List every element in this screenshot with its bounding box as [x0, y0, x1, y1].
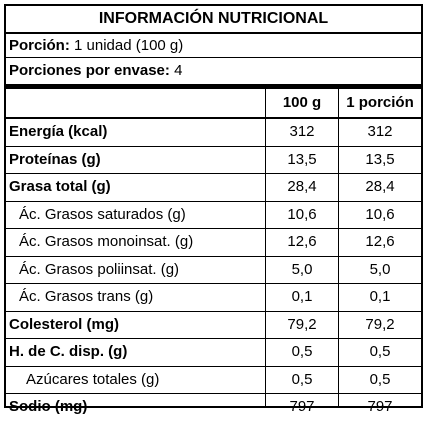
- table-row: Ác. Grasos saturados (g) 10,6 10,6: [6, 202, 421, 229]
- column-header-row: 100 g 1 porción: [6, 89, 421, 119]
- value-portion: 10,6: [365, 205, 395, 223]
- value-portion: 0,5: [369, 343, 391, 360]
- label-title: INFORMACIÓN NUTRICIONAL: [6, 6, 421, 34]
- table-row: Energía (kcal) 312 312: [6, 119, 421, 147]
- value-100g: 0,5: [291, 343, 313, 360]
- nutrient-name: Ác. Grasos saturados (g): [19, 205, 186, 223]
- table-row: Azúcares totales (g) 0,5 0,5: [6, 367, 421, 394]
- value-portion: 797: [367, 398, 393, 415]
- nutrient-name: Grasa total (g): [9, 178, 111, 195]
- header-blank-cell: [6, 89, 266, 117]
- column-divider-1: [265, 119, 266, 406]
- portion-label: Porción:: [9, 37, 70, 54]
- table-row: Grasa total (g) 28,4 28,4: [6, 174, 421, 202]
- table-row: Ác. Grasos monoinsat. (g) 12,6 12,6: [6, 229, 421, 257]
- column-divider-2: [338, 119, 339, 406]
- value-100g: 5,0: [291, 260, 313, 278]
- nutrient-name: Colesterol (mg): [9, 315, 120, 333]
- value-portion: 0,1: [369, 288, 391, 305]
- value-100g: 312: [289, 123, 315, 140]
- value-100g: 13,5: [287, 150, 317, 168]
- servings-value: 4: [169, 62, 183, 79]
- value-portion: 79,2: [365, 315, 395, 333]
- value-portion: 12,6: [365, 233, 395, 250]
- table-row: Proteínas (g) 13,5 13,5: [6, 147, 421, 174]
- value-portion: 28,4: [365, 178, 395, 195]
- table-row: Colesterol (mg) 79,2 79,2: [6, 312, 421, 339]
- thick-divider: [6, 84, 421, 89]
- value-100g: 0,5: [291, 370, 313, 388]
- value-portion: 5,0: [369, 260, 391, 278]
- table-row: Sodio (mg) 797 797: [6, 394, 421, 421]
- value-portion: 0,5: [369, 370, 391, 388]
- nutrient-name: Sodio (mg): [9, 398, 88, 415]
- header-portion: 1 porción: [346, 94, 414, 111]
- servings-row: Porciones por envase: 4: [6, 59, 421, 83]
- nutrient-name: Proteínas (g): [9, 150, 101, 168]
- nutrient-table: Energía (kcal) 312 312 Proteínas (g) 13,…: [6, 119, 421, 421]
- portion-row: Porción: 1 unidad (100 g): [6, 34, 421, 58]
- value-100g: 79,2: [287, 315, 317, 333]
- table-row: Ác. Grasos poliinsat. (g) 5,0 5,0: [6, 257, 421, 284]
- value-100g: 28,4: [287, 178, 317, 195]
- value-portion: 312: [367, 123, 393, 140]
- nutrient-name: Ác. Grasos monoinsat. (g): [19, 233, 194, 250]
- header-100g: 100 g: [266, 89, 339, 117]
- nutrition-label: INFORMACIÓN NUTRICIONAL Porción: 1 unida…: [4, 4, 423, 415]
- portion-value: 1 unidad (100 g): [69, 37, 184, 54]
- value-100g: 0,1: [291, 288, 313, 305]
- servings-label: Porciones por envase:: [9, 62, 170, 79]
- value-100g: 797: [289, 398, 315, 415]
- value-portion: 13,5: [365, 150, 395, 168]
- value-100g: 10,6: [287, 205, 317, 223]
- table-row: H. de C. disp. (g) 0,5 0,5: [6, 339, 421, 367]
- table-row: Ác. Grasos trans (g) 0,1 0,1: [6, 284, 421, 312]
- nutrient-name: Ác. Grasos trans (g): [19, 288, 154, 305]
- nutrient-name: Energía (kcal): [9, 123, 108, 140]
- nutrient-name: Azúcares totales (g): [26, 370, 160, 388]
- value-100g: 12,6: [287, 233, 317, 250]
- nutrient-name: Ác. Grasos poliinsat. (g): [19, 260, 180, 278]
- nutrient-name: H. de C. disp. (g): [9, 343, 128, 360]
